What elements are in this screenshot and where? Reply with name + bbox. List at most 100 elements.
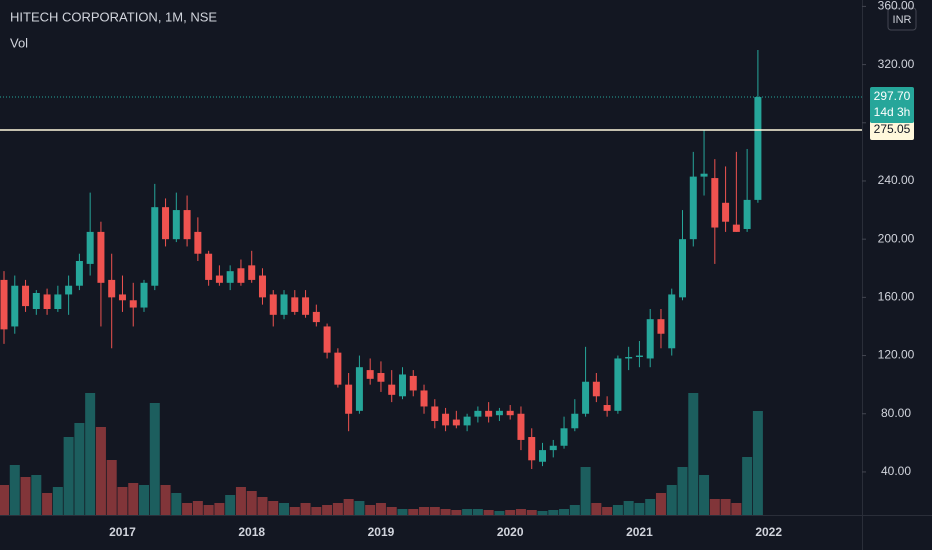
candle-body (43, 294, 51, 309)
x-tick-label: 2018 (238, 525, 265, 539)
volume-bar (0, 485, 9, 515)
candle-body (431, 406, 439, 422)
candle-body (226, 271, 234, 283)
candle-body (334, 352, 342, 385)
candle-body (140, 282, 148, 308)
candle-body (129, 300, 137, 308)
volume-bar (634, 503, 645, 515)
candle-body (172, 210, 180, 240)
volume-bar (526, 510, 537, 515)
candle-body (722, 202, 730, 222)
volume-bar (85, 393, 96, 515)
candle-body (280, 294, 288, 315)
volume-bar (257, 497, 268, 515)
volume-bar (472, 509, 483, 515)
x-tick-label: 2019 (368, 525, 395, 539)
candle-body (377, 373, 385, 382)
last-price-box (870, 87, 914, 124)
volume-bar (720, 499, 731, 515)
candle-body (668, 294, 676, 349)
candle-body (291, 297, 299, 312)
volume-bar (322, 505, 333, 515)
volume-bar (677, 467, 688, 515)
plot-area (0, 50, 763, 515)
candle-body (54, 294, 62, 309)
volume-bar (505, 510, 516, 515)
candle-body (571, 413, 579, 429)
volume-bar (9, 465, 20, 515)
volume-bar (95, 427, 106, 515)
candle-body (108, 279, 116, 298)
candle-body (345, 384, 353, 414)
volume-bar (709, 499, 720, 515)
volume-bar (279, 503, 290, 515)
candle-body (625, 357, 633, 359)
volume-bar (375, 503, 386, 515)
volume-bar (548, 510, 559, 515)
candle-body (420, 390, 428, 407)
candle-body (237, 268, 245, 283)
volume-bar (182, 503, 193, 515)
candle-body (86, 231, 94, 264)
volume-bar (731, 503, 742, 515)
candle-body (463, 416, 471, 426)
volume-bar (192, 501, 203, 515)
candle-body (549, 445, 557, 451)
volume-bar (397, 509, 408, 515)
y-tick-label: 240.00 (878, 173, 915, 187)
candle-body (97, 231, 105, 283)
volume-bar (645, 499, 656, 515)
volume-bar (149, 403, 160, 515)
volume-bar (569, 505, 580, 515)
candle-body (657, 319, 665, 334)
volume-bar (623, 501, 634, 515)
candle-body (474, 410, 482, 417)
y-tick-label: 160.00 (878, 290, 915, 304)
candle-body (0, 279, 8, 330)
volume-bar (31, 475, 42, 515)
candle-body (205, 253, 213, 280)
candle-body (312, 311, 320, 323)
volume-bar (699, 475, 710, 515)
y-tick-label: 360.00 (878, 0, 915, 13)
candle-body (215, 275, 223, 283)
candle-body (151, 207, 159, 286)
volume-bar (311, 507, 322, 515)
volume-bar (483, 510, 494, 515)
candle-body (517, 413, 525, 440)
volume-bar (332, 503, 343, 515)
countdown: 14d 3h (874, 105, 911, 119)
candle-body (743, 199, 751, 229)
volume-bar (106, 460, 117, 515)
volume-bar (289, 507, 300, 515)
volume-bar (20, 477, 31, 515)
candle-body (635, 355, 643, 358)
x-tick-label: 2020 (497, 525, 524, 539)
currency-box[interactable] (887, 7, 917, 31)
candle-body (679, 239, 687, 298)
volume-bar (602, 507, 613, 515)
volume-bar (655, 493, 666, 515)
volume-label: Vol (10, 35, 28, 50)
horizontal-line-label: 275.05 (874, 122, 911, 136)
candle-body (398, 374, 406, 397)
volume-bar (139, 485, 150, 515)
volume-bar (419, 507, 430, 515)
candle-body (183, 210, 191, 240)
candle-body (442, 413, 450, 426)
candle-body (409, 375, 417, 391)
candle-body (355, 367, 363, 411)
candle-body (689, 176, 697, 240)
volume-bar (203, 505, 214, 515)
volume-bar (74, 423, 85, 515)
volume-bar (160, 485, 171, 515)
volume-bar (52, 487, 63, 515)
candle-body (388, 384, 396, 395)
volume-bar (537, 511, 548, 515)
volume-bar (214, 503, 225, 515)
candle-body (732, 224, 740, 232)
candle-body (118, 294, 126, 301)
